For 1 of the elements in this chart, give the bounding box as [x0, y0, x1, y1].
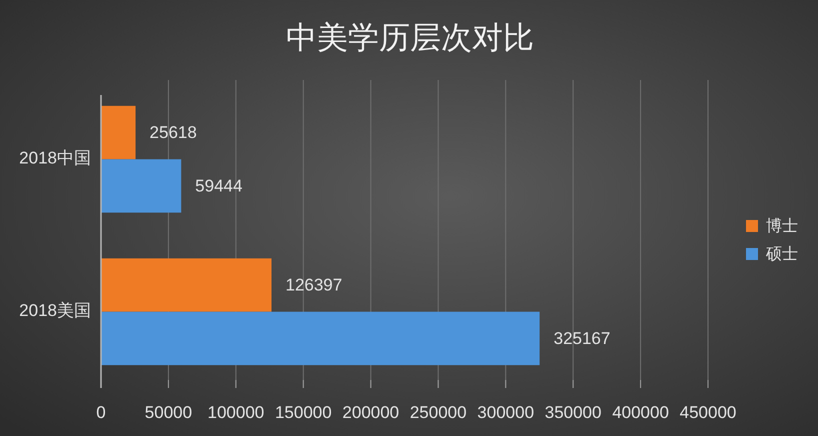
title: 中美学历层次对比 [286, 20, 534, 55]
